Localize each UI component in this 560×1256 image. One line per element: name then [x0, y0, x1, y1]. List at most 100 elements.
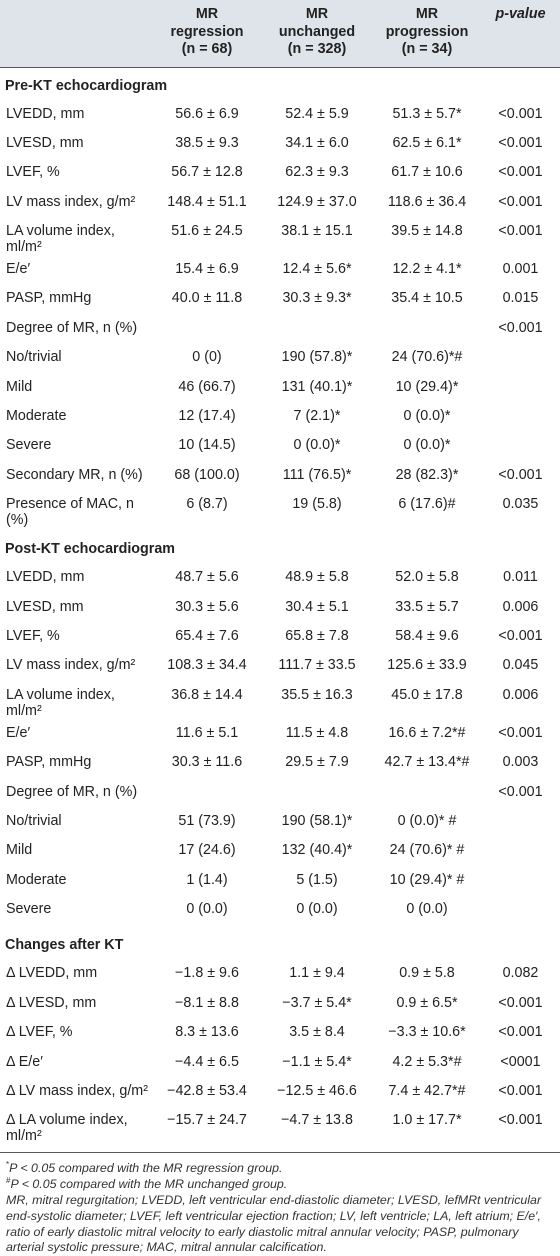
cell-mr-regression: 10 (14.5) [178, 437, 236, 454]
cell-mr-regression: 15.4 ± 6.9 [175, 261, 239, 278]
row-label: LVEDD, mm [6, 105, 85, 122]
cell-p-value [481, 898, 560, 927]
header-text: (n = 34) [401, 41, 453, 57]
table-row: LV mass index, g/m² 148.4 ± 51.1 124.9 ± 3… [0, 191, 560, 220]
cell-mr-unchanged: 3.5 ± 8.4 [289, 1024, 345, 1041]
table-header: MR regression (n = 68) MR unchanged (n =… [0, 0, 560, 67]
row-label: No/trivial [6, 812, 62, 829]
row-label: Δ E/e′ [6, 1053, 43, 1070]
row-label: LV mass index, g/m² [6, 193, 136, 210]
header-label-cell [0, 0, 153, 67]
row-label: Presence of MAC, n (%) [6, 496, 134, 529]
cell-mr-regression: 0 (0.0) [186, 901, 228, 918]
cell-mr-unchanged: 48.9 ± 5.8 [285, 569, 349, 586]
cell-mr-progression: 7.4 ± 42.7*# [388, 1083, 466, 1100]
section-header-row: Changes after KT [0, 927, 560, 962]
cell-mr-unchanged: −1.1 ± 5.4* [282, 1053, 352, 1070]
cell-mr-unchanged: 12.4 ± 5.6* [282, 261, 352, 278]
row-label: PASP, mmHg [6, 754, 92, 771]
table-row: PASP, mmHg 40.0 ± 11.8 30.3 ± 9.3* 35.4 ± 1… [0, 287, 560, 316]
cell-mr-progression [373, 317, 481, 346]
cell-mr-unchanged: 190 (58.1)* [281, 812, 353, 829]
cell-p-value: <0.001 [498, 105, 543, 122]
cell-p-value: 0.006 [502, 686, 539, 703]
table-row: Mild 46 (66.7) 131 (40.1)* 10 (29.4)* [0, 376, 560, 405]
cell-p-value: 0.045 [502, 657, 539, 674]
cell-mr-regression: 17 (24.6) [178, 842, 236, 859]
row-label: Δ LV mass index, g/m² [6, 1083, 148, 1100]
cell-mr-unchanged: 38.1 ± 15.1 [281, 223, 353, 240]
row-label: PASP, mmHg [6, 290, 92, 307]
table-row: Degree of MR, n (%) <0.001 [0, 317, 560, 346]
cell-mr-regression: 56.7 ± 12.8 [171, 164, 243, 181]
row-label: LVESD, mm [6, 598, 84, 615]
header-text: progression [385, 23, 469, 40]
cell-p-value [481, 346, 560, 375]
cell-mr-unchanged: 29.5 ± 7.9 [285, 754, 349, 771]
header-mr-regression: MR regression (n = 68) [153, 0, 261, 67]
cell-mr-unchanged: 11.5 ± 4.8 [285, 724, 349, 741]
cell-mr-regression: 30.3 ± 5.6 [175, 598, 239, 615]
table-row: Δ LV mass index, g/m² −42.8 ± 53.4 −12.5 ±… [0, 1080, 560, 1109]
cell-mr-regression: 30.3 ± 11.6 [171, 754, 243, 771]
section-title: Post-KT echocardiogram [5, 541, 176, 558]
row-label: Mild [6, 378, 33, 395]
cell-p-value: <0.001 [498, 193, 543, 210]
cell-p-value [481, 434, 560, 463]
cell-p-value: 0.006 [502, 598, 539, 615]
cell-p-value: <0.001 [498, 627, 543, 644]
footnotes: *P < 0.05 compared with the MR regressio… [0, 1153, 560, 1256]
cell-mr-unchanged: 111 (76.5)* [282, 466, 352, 483]
cell-mr-progression: 125.6 ± 33.9 [387, 657, 467, 674]
footnote-1: *P < 0.05 compared with the MR regressio… [6, 1161, 554, 1177]
cell-p-value [481, 810, 560, 839]
cell-mr-progression: 61.7 ± 10.6 [391, 164, 463, 181]
cell-mr-regression: 46 (66.7) [178, 378, 236, 395]
cell-p-value: <0.001 [498, 134, 543, 151]
cell-mr-unchanged: 19 (5.8) [292, 496, 342, 513]
row-label: Degree of MR, n (%) [6, 783, 138, 800]
cell-mr-regression: 68 (100.0) [174, 466, 240, 483]
row-label: LA volume index, ml/m² [6, 686, 115, 719]
cell-mr-progression: 24 (70.6)*# [391, 349, 463, 366]
footnote-text: P < 0.05 compared with the MR regression… [9, 1161, 283, 1176]
row-label: Δ LVEF, % [6, 1024, 73, 1041]
cell-mr-progression: 51.3 ± 5.7* [392, 105, 462, 122]
table-row: Δ E/e′ −4.4 ± 6.5 −1.1 ± 5.4* 4.2 ± 5.3*# <0… [0, 1051, 560, 1080]
cell-mr-unchanged: 0 (0.0)* [293, 437, 341, 454]
table-row: No/trivial 51 (73.9) 190 (58.1)* 0 (0.0)* # [0, 810, 560, 839]
cell-mr-unchanged: 0 (0.0) [296, 901, 338, 918]
cell-mr-progression: 0 (0.0) [406, 901, 448, 918]
cell-mr-regression: 108.3 ± 34.4 [167, 657, 247, 674]
table-row: Δ LVESD, mm −8.1 ± 8.8 −3.7 ± 5.4* 0.9 ± 6.… [0, 992, 560, 1021]
cell-mr-regression: 51 (73.9) [178, 812, 236, 829]
footnote-symbol: * [6, 1160, 10, 1170]
row-label: Severe [6, 901, 52, 918]
table-row: E/e′ 11.6 ± 5.1 11.5 ± 4.8 16.6 ± 7.2*# <0.0… [0, 722, 560, 751]
cell-mr-unchanged: 5 (1.5) [296, 871, 338, 888]
table-row: PASP, mmHg 30.3 ± 11.6 29.5 ± 7.9 42.7 ± 13… [0, 751, 560, 780]
cell-mr-regression: 8.3 ± 13.6 [175, 1024, 239, 1041]
cell-mr-progression: 118.6 ± 36.4 [387, 193, 467, 210]
header-mr-progression: MR progression (n = 34) [373, 0, 481, 67]
cell-mr-regression: −4.4 ± 6.5 [175, 1053, 239, 1070]
cell-mr-regression: 148.4 ± 51.1 [167, 193, 247, 210]
table-row: Mild 17 (24.6) 132 (40.4)* 24 (70.6)* # [0, 839, 560, 868]
cell-mr-progression: 4.2 ± 5.3*# [392, 1053, 462, 1070]
cell-p-value [481, 869, 560, 898]
cell-p-value: 0.003 [502, 754, 539, 771]
cell-mr-regression: 1 (1.4) [186, 871, 228, 888]
table-row: Moderate 12 (17.4) 7 (2.1)* 0 (0.0)* [0, 405, 560, 434]
row-label: Mild [6, 842, 33, 859]
cell-mr-progression: 33.5 ± 5.7 [395, 598, 459, 615]
cell-mr-progression: 0 (0.0)* [403, 437, 451, 454]
cell-mr-progression: 62.5 ± 6.1* [392, 134, 462, 151]
cell-p-value: 0.082 [502, 965, 539, 982]
row-label: Δ LA volume index, ml/m² [0, 1109, 153, 1154]
cell-mr-progression: 16.6 ± 7.2*# [388, 724, 466, 741]
cell-mr-regression: 65.4 ± 7.6 [175, 627, 239, 644]
row-label: LVEF, % [6, 164, 60, 181]
cell-p-value: <0.001 [498, 1083, 543, 1100]
cell-mr-progression: 45.0 ± 17.8 [391, 686, 463, 703]
table-row: LV mass index, g/m² 108.3 ± 34.4 111.7 ± 3… [0, 654, 560, 683]
